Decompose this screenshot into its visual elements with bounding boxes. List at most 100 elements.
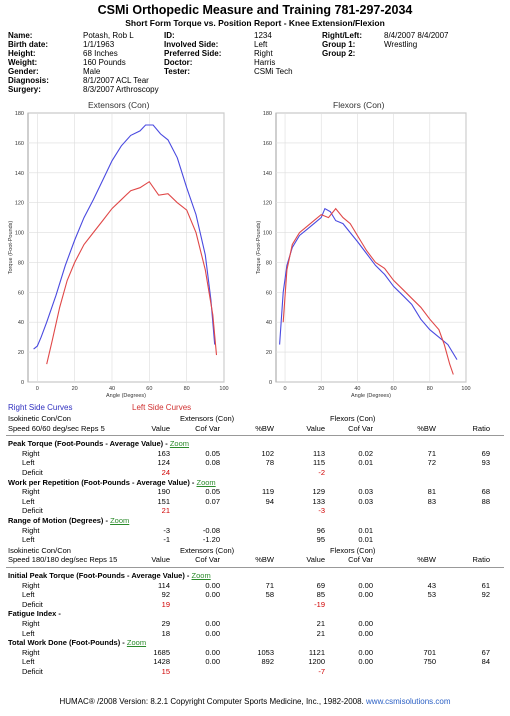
- row-label: Right: [22, 448, 40, 458]
- value-cell: 1428: [153, 657, 170, 667]
- extensors-ytick-label: 180: [15, 111, 24, 117]
- group1-value: Wrestling: [384, 40, 418, 49]
- tester-value: CSMi Tech: [254, 67, 293, 76]
- zoom-link[interactable]: Zoom: [110, 516, 130, 525]
- diagnosis-value: 8/1/2007 ACL Tear: [83, 76, 149, 85]
- footer: HUMAC® /2008 Version: 8.2.1 Copyright Co…: [0, 697, 510, 706]
- section-divider: [6, 567, 504, 568]
- value-cell: 1121: [308, 647, 325, 657]
- extensors-chart-title: Extensors (Con): [88, 100, 150, 110]
- value-cell: 190: [157, 487, 170, 497]
- column-header: Cof Var: [195, 555, 220, 565]
- value-cell: 0.00: [205, 628, 220, 638]
- column-header: Cof Var: [348, 423, 373, 433]
- row-label: Deficit: [22, 468, 43, 477]
- flexors-xaxis-label: Angle (Degrees): [351, 393, 391, 399]
- info-col-3-labels: Right/Left: Group 1: Group 2:: [322, 31, 362, 58]
- value-cell: 24: [161, 468, 170, 477]
- info-col-2-labels: ID: Involved Side: Preferred Side: Docto…: [164, 31, 221, 76]
- flexors-xtick-label: 60: [391, 386, 397, 392]
- report-subtitle: Short Form Torque vs. Position Report - …: [125, 18, 385, 28]
- row-label: Deficit: [22, 599, 43, 609]
- report-title: CSMi Orthopedic Measure and Training 781…: [97, 3, 413, 17]
- value-cell: 53: [427, 590, 436, 600]
- value-cell: 15: [161, 667, 170, 676]
- value-cell: 129: [312, 487, 325, 497]
- value-cell: 83: [427, 496, 436, 506]
- flexors-chart-title: Flexors (Con): [333, 100, 385, 110]
- gender-value: Male: [83, 67, 101, 76]
- value-cell: -1: [163, 535, 170, 545]
- value-cell: 67: [481, 647, 490, 657]
- surgery-label: Surgery:: [8, 85, 41, 94]
- extensors-series-left-line: [46, 180, 218, 365]
- row-label: Left: [22, 458, 35, 468]
- column-header: Cof Var: [348, 555, 373, 565]
- flexors-xtick-label: 80: [427, 386, 433, 392]
- extensors-xtick-label: 40: [109, 386, 115, 392]
- value-cell: 0.00: [205, 619, 220, 628]
- extensors-xaxis-label: Angle (Degrees): [106, 393, 146, 399]
- extensors-yaxis-label: Torque (Foot-Pounds): [8, 221, 14, 275]
- flexors-chart: 0 20 40 60 80 100 120 140 160 180 0 20 40 60 80 100 Angl…: [256, 111, 471, 399]
- extensors-xtick-label: 0: [36, 386, 39, 392]
- section-divider: [6, 435, 504, 437]
- weight-label: Weight:: [8, 58, 38, 67]
- extensors-xtick-label: 60: [146, 386, 152, 392]
- value-cell: 0.03: [358, 496, 373, 506]
- involved-label: Involved Side:: [164, 40, 219, 49]
- column-header: Cof Var: [195, 423, 220, 433]
- value-cell: 78: [265, 458, 274, 468]
- value-cell: 892: [261, 657, 274, 667]
- section-title: Isokinetic Con/Con: [8, 545, 71, 555]
- column-header: %BW: [255, 555, 274, 565]
- zoom-link[interactable]: Zoom: [169, 439, 190, 449]
- section-extensors-header: Extensors (Con): [180, 414, 235, 423]
- row-label: Right: [22, 619, 40, 628]
- value-cell: 0.00: [358, 628, 373, 638]
- value-cell: 68: [481, 487, 490, 497]
- value-cell: 114: [158, 580, 170, 590]
- name-label: Name:: [8, 31, 33, 40]
- row-label: Right: [22, 487, 40, 497]
- value-cell: 0.00: [205, 590, 220, 600]
- id-value: 1234: [254, 31, 272, 40]
- value-cell: 85: [316, 590, 325, 600]
- extensors-series-right-line: [33, 124, 216, 350]
- value-cell: 92: [161, 590, 170, 600]
- flexors-ytick-label: 20: [266, 350, 272, 356]
- row-label: Left: [22, 628, 35, 638]
- value-cell: 21: [316, 619, 325, 628]
- footer-text: HUMAC® /2008 Version: 8.2.1 Copyright Co…: [59, 697, 364, 706]
- metric-title-separator: -: [56, 609, 61, 619]
- zoom-link[interactable]: Zoom: [191, 571, 211, 580]
- metric-title-row: Range of Motion (Degrees) - Zoom: [8, 516, 129, 525]
- value-cell: 0.01: [358, 458, 373, 468]
- value-cell: -0.08: [202, 525, 220, 535]
- extensors-xtick-label: 80: [184, 386, 190, 392]
- metric-title-row: Peak Torque (Foot-Pounds - Average Value…: [8, 439, 189, 448]
- value-cell: 0.07: [205, 496, 220, 506]
- column-header: Value: [151, 555, 170, 565]
- value-cell: 96: [316, 525, 325, 535]
- metric-title-row: Fatigue Index -: [8, 609, 61, 618]
- value-cell: 701: [423, 647, 436, 657]
- flexors-xtick-label: 40: [354, 386, 360, 392]
- info-col-2-values: 1234 Left Right Harris CSMi Tech: [254, 31, 293, 76]
- birth-label: Birth date:: [8, 40, 48, 49]
- section-flexors-header: Flexors (Con): [330, 545, 376, 555]
- value-cell: 1053: [257, 647, 274, 657]
- flexors-series-left-line: [282, 207, 454, 375]
- value-cell: 19: [161, 599, 170, 609]
- zoom-link[interactable]: Zoom: [126, 638, 147, 648]
- diagnosis-label: Diagnosis:: [8, 76, 49, 85]
- metric-title: Range of Motion (Degrees): [8, 516, 104, 525]
- extensors-ytick-label: 20: [18, 350, 24, 356]
- zoom-link[interactable]: Zoom: [196, 477, 216, 487]
- metric-title-separator: -: [120, 638, 127, 648]
- metric-title: Peak Torque (Foot-Pounds - Average Value…: [8, 439, 164, 449]
- value-cell: 0.05: [205, 487, 220, 497]
- value-cell: 29: [161, 619, 170, 628]
- column-header: %BW: [417, 555, 436, 565]
- footer-link[interactable]: www.csmisolutions.com: [366, 697, 451, 706]
